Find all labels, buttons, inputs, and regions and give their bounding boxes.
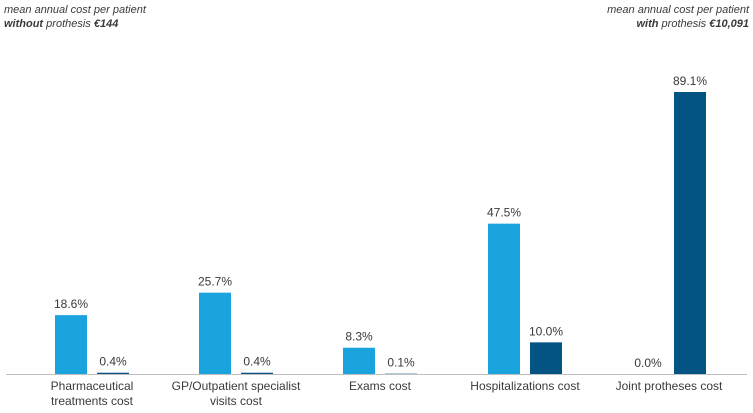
note-without-value: €144 [93,18,119,30]
data-label-s1-c3: 10.0% [529,324,563,338]
data-label-s0-c0: 18.6% [54,297,88,311]
category-label-3: Hospitalizations cost [470,379,580,393]
note-with-prothesis: mean annual cost per patient with prothe… [607,3,749,31]
bar-s0-c3 [488,223,520,374]
note-without-text: prothesis [43,18,94,30]
bar-s0-c0 [55,315,87,374]
note-with-value: €10,091 [709,18,749,30]
category-label-4: Joint protheses cost [616,379,723,393]
note-without-prothesis: mean annual cost per patient without pro… [4,3,146,31]
data-label-s0-c1: 25.7% [198,275,232,289]
data-label-s1-c2: 0.1% [387,356,415,370]
note-with-text: prothesis [658,18,710,30]
note-without-line1: mean annual cost per patient [4,4,146,16]
bar-s1-c4 [674,92,706,374]
note-with-line2: with prothesis €10,091 [607,17,749,31]
category-label-1: GP/Outpatient specialist visits cost [172,379,301,408]
bar-s0-c2 [343,347,375,374]
data-label-s1-c1: 0.4% [243,355,271,369]
bar-s0-c1 [199,292,231,374]
bar-s1-c1 [241,372,273,374]
note-without-line2: without prothesis €144 [4,17,146,31]
note-with-line1: mean annual cost per patient [607,4,749,16]
note-without-keyword: without [4,18,44,30]
note-with-keyword: with [636,18,659,30]
data-label-s1-c0: 0.4% [99,355,127,369]
bar-s1-c3 [530,342,562,374]
category-label-2: Exams cost [349,379,412,393]
category-label-0: Pharmaceutical treatments cost [51,379,134,408]
data-label-s1-c4: 89.1% [673,74,707,88]
data-label-s0-c3: 47.5% [487,206,521,220]
data-label-s0-c2: 8.3% [345,330,373,344]
bar-s1-c0 [97,372,129,374]
data-label-s0-c4: 0.0% [634,356,662,370]
